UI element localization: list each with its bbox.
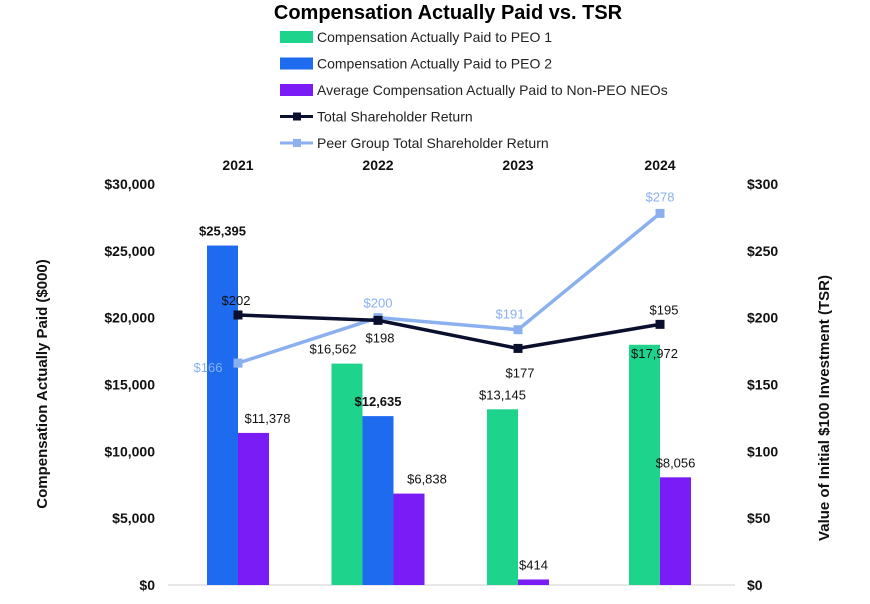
- bars: [207, 245, 691, 585]
- left-tick-label: $5,000: [112, 510, 155, 526]
- x-tick-label: 2024: [644, 157, 675, 173]
- bar: [393, 493, 425, 585]
- line-data-label: $202: [222, 293, 251, 308]
- line-marker: [233, 358, 243, 368]
- legend-marker: [293, 139, 301, 147]
- left-tick-label: $25,000: [104, 243, 155, 259]
- right-axis-label: Value of Initial $100 Investment (TSR): [816, 275, 833, 541]
- legend-swatch: [280, 57, 313, 70]
- line-data-label: $177: [506, 365, 535, 380]
- x-tick-label: 2023: [502, 157, 533, 173]
- legend-label: Peer Group Total Shareholder Return: [317, 135, 549, 151]
- legend-marker: [293, 112, 301, 121]
- bar: [518, 579, 549, 585]
- line-marker: [513, 343, 523, 353]
- lines: [233, 208, 665, 368]
- bar: [487, 409, 518, 585]
- line-marker: [373, 315, 383, 325]
- bar-data-label: $8,056: [656, 455, 696, 470]
- bar: [207, 245, 238, 585]
- left-axis-label: Compensation Actually Paid ($000): [34, 259, 51, 509]
- right-tick-label: $200: [747, 310, 778, 326]
- left-tick-label: $30,000: [104, 176, 155, 192]
- bar-data-label: $13,145: [479, 387, 526, 402]
- bar: [331, 363, 363, 585]
- bar-data-label: $12,635: [355, 394, 402, 409]
- chart-title: Compensation Actually Paid vs. TSR: [274, 2, 623, 24]
- bar-data-label: $16,562: [310, 342, 357, 357]
- right-tick-label: $250: [747, 243, 778, 259]
- line-data-label: $166: [194, 360, 223, 375]
- left-tick-label: $15,000: [104, 377, 155, 393]
- line-marker: [655, 208, 665, 218]
- data-labels: $16,562 $13,145 $17,972 $25,395 $12,635 $11,3…: [194, 189, 696, 572]
- left-tick-label: $10,000: [104, 443, 155, 459]
- line-data-label: $195: [650, 302, 679, 317]
- bar-data-label: $11,378: [244, 411, 290, 426]
- legend-label: Compensation Actually Paid to PEO 1: [317, 29, 552, 45]
- bar-data-label: $17,972: [631, 346, 678, 361]
- line-marker: [513, 325, 523, 335]
- line-marker: [233, 310, 243, 320]
- legend: Compensation Actually Paid to PEO 1 Compe…: [280, 29, 668, 151]
- left-axis-ticks: $0 $5,000 $10,000 $15,000 $20,000 $25,000 $30,…: [104, 176, 155, 593]
- x-tick-label: 2021: [222, 157, 253, 173]
- line-marker: [655, 319, 665, 329]
- line-data-label: $198: [366, 330, 395, 345]
- legend-label: Compensation Actually Paid to PEO 2: [317, 56, 552, 72]
- line-data-label: $278: [646, 189, 675, 204]
- bar-data-label: $25,395: [199, 224, 246, 239]
- series-line: [237, 313, 661, 351]
- bar-data-label: $6,838: [407, 472, 447, 487]
- line-data-label: $191: [496, 307, 525, 322]
- series-line: [237, 212, 662, 365]
- right-tick-label: $100: [747, 443, 778, 459]
- legend-label: Total Shareholder Return: [317, 109, 473, 125]
- left-tick-label: $20,000: [104, 310, 155, 326]
- line-data-label: $200: [364, 296, 393, 311]
- x-axis-ticks: 2021 2022 2023 2024: [222, 157, 675, 173]
- bar: [238, 432, 269, 585]
- right-axis-ticks: $0 $50 $100 $150 $200 $250 $300: [747, 176, 778, 593]
- right-tick-label: $50: [747, 510, 771, 526]
- bar: [660, 477, 691, 585]
- right-tick-label: $0: [747, 577, 763, 593]
- left-tick-label: $0: [139, 577, 155, 593]
- bar: [629, 344, 660, 585]
- bar-data-label: $414: [519, 557, 548, 572]
- bar: [362, 416, 394, 585]
- legend-swatch: [280, 31, 313, 43]
- x-tick-label: 2022: [362, 157, 393, 173]
- right-tick-label: $300: [747, 176, 778, 192]
- legend-swatch: [280, 84, 313, 96]
- legend-label: Average Compensation Actually Paid to No…: [317, 82, 668, 98]
- right-tick-label: $150: [747, 377, 778, 393]
